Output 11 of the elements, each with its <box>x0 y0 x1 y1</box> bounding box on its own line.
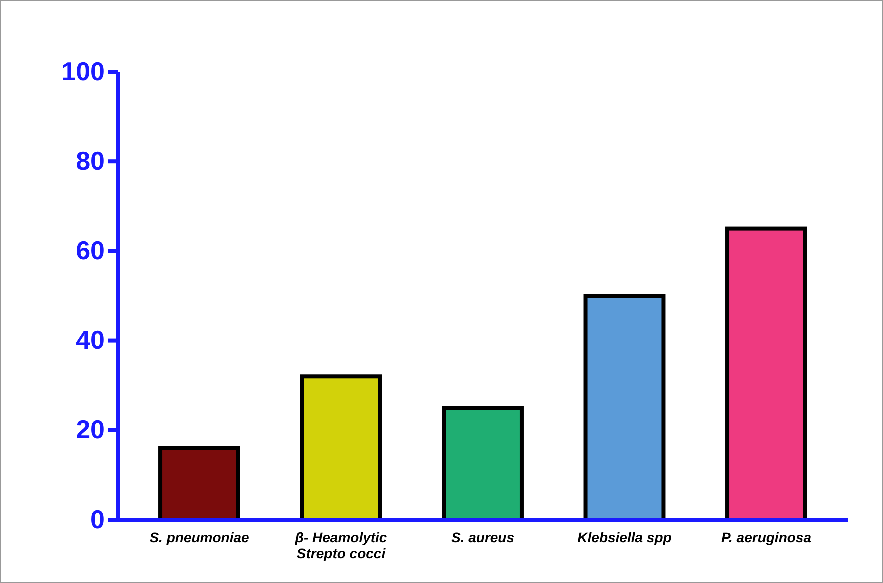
y-tick-label: 20 <box>76 414 105 445</box>
y-tick-label: 40 <box>76 325 105 356</box>
x-tick-label: Klebsiella spp <box>578 530 672 546</box>
x-tick-label: β- Heamolytic Strepto cocci <box>294 530 388 562</box>
x-tick-label: S. aureus <box>451 530 515 546</box>
y-tick-label: 80 <box>76 146 105 176</box>
y-tick-label: 0 <box>90 504 105 534</box>
y-tick-label: 60 <box>76 236 105 266</box>
x-tick-label: S. pneumoniae <box>150 530 250 546</box>
y-tick-label: 100 <box>62 56 105 86</box>
x-tick-label: P. aeruginosa <box>721 530 812 546</box>
